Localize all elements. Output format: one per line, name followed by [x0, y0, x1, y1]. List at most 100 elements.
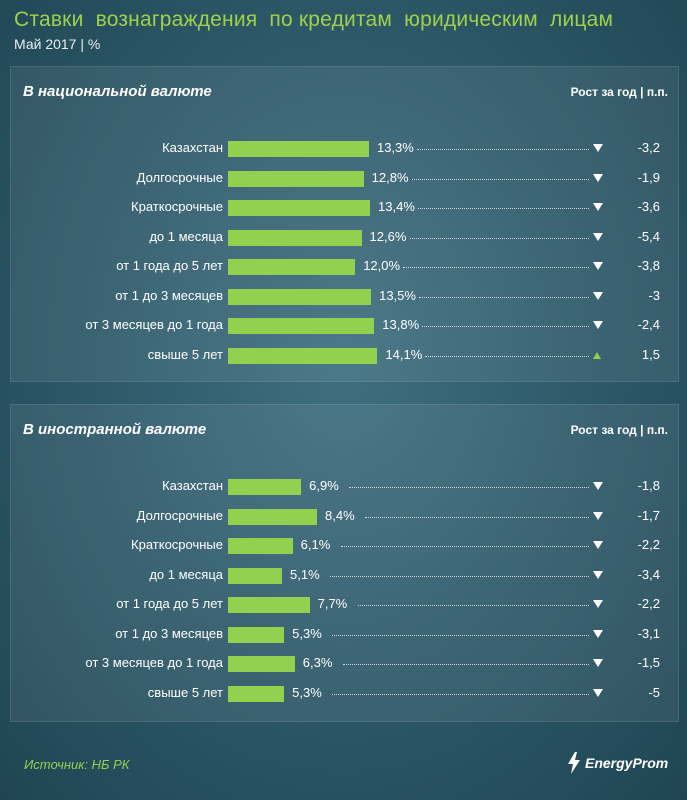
bar-row: от 1 года до 5 лет 7,7% -2,2	[11, 590, 678, 620]
change-label: -1,8	[637, 478, 660, 493]
change-label: -2,2	[637, 596, 660, 611]
category-label: Казахстан	[162, 478, 223, 493]
bar-row: от 3 месяцев до 1 года 6,3% -1,5	[11, 649, 678, 679]
category-label: до 1 месяца	[149, 228, 223, 244]
bar	[228, 229, 362, 246]
change-label: -3,2	[637, 140, 660, 155]
bar-row: Долгосрочные 12,8% -1,9	[11, 164, 678, 194]
triangle-down-icon	[593, 511, 603, 520]
panel-column-header: Рост за год | п.п.	[570, 85, 668, 99]
source-note: Источник: НБ РК	[24, 757, 130, 772]
value-label: 6,1%	[300, 537, 331, 552]
leader-line	[332, 634, 589, 636]
energyprom-logo-icon	[568, 752, 580, 774]
bar	[228, 347, 378, 364]
bar	[228, 567, 283, 584]
triangle-down-icon	[593, 203, 603, 211]
leader-line	[349, 487, 589, 488]
bar	[228, 538, 293, 554]
triangle-down-icon	[593, 482, 603, 490]
panel-heading: В иностранной валюте	[23, 421, 207, 438]
bar-row: от 1 года до 5 лет 12,0% -3,8	[11, 252, 678, 282]
triangle-down-icon	[593, 321, 603, 329]
leader-line	[425, 355, 589, 357]
bar	[228, 288, 372, 305]
leader-line	[340, 546, 589, 547]
bar	[228, 656, 295, 672]
value-label: 6,3%	[302, 655, 333, 670]
leader-line	[342, 664, 589, 665]
bar	[228, 626, 285, 643]
triangle-down-icon	[593, 144, 603, 152]
triangle-down-icon	[593, 629, 603, 638]
category-label: свыше 5 лет	[147, 684, 223, 700]
bar-row: Краткосрочные 6,1% -2,2	[11, 531, 678, 561]
change-label: -3,1	[637, 625, 660, 641]
triangle-up-icon	[593, 351, 601, 359]
bar-row: от 1 до 3 месяцев 13,5% -3	[11, 282, 678, 312]
leader-line	[409, 237, 589, 239]
change-label: -1,9	[637, 169, 660, 185]
logo-text: EnergyProm	[585, 755, 669, 771]
change-label: -2,2	[637, 537, 660, 552]
value-label: 13,8%	[382, 317, 420, 332]
bar-row: от 3 месяцев до 1 года 13,8% -2,4	[11, 311, 678, 341]
value-label: 13,5%	[379, 287, 416, 303]
leader-line	[330, 575, 589, 577]
change-label: -1,5	[637, 655, 660, 670]
category-label: от 1 года до 5 лет	[116, 258, 223, 273]
bar-row: Казахстан 6,9% -1,8	[11, 472, 678, 502]
category-label: свыше 5 лет	[147, 346, 223, 362]
value-label: 14,1%	[385, 346, 423, 362]
change-label: -3,8	[637, 258, 660, 273]
category-label: от 3 месяцев до 1 года	[85, 655, 223, 670]
category-label: от 1 до 3 месяцев	[115, 287, 223, 303]
bar-row: свыше 5 лет 5,3% -5	[11, 679, 678, 709]
triangle-down-icon	[593, 688, 603, 697]
category-label: Долгосрочные	[136, 507, 223, 523]
value-label: 5,1%	[290, 566, 320, 582]
change-label: -3,6	[637, 199, 660, 214]
leader-line	[419, 296, 589, 298]
value-label: 8,4%	[325, 507, 355, 523]
bar-row: от 1 до 3 месяцев 5,3% -3,1	[11, 620, 678, 650]
leader-line	[416, 149, 589, 150]
triangle-down-icon	[593, 291, 603, 300]
change-label: -3,4	[637, 566, 660, 582]
triangle-down-icon	[593, 570, 603, 579]
change-label: -3	[648, 287, 660, 303]
triangle-down-icon	[593, 232, 603, 241]
value-label: 12,6%	[369, 228, 407, 244]
category-label: от 1 до 3 месяцев	[115, 625, 223, 641]
leader-line	[411, 178, 589, 180]
category-label: до 1 месяца	[149, 566, 223, 582]
bar	[228, 318, 375, 334]
leader-line	[403, 267, 589, 268]
change-label: 1,5	[641, 346, 660, 362]
energyprom-logo: EnergyProm	[566, 752, 668, 774]
bar-row: свыше 5 лет 14,1% 1,5	[11, 341, 678, 371]
bar-row: Долгосрочные 8,4% -1,7	[11, 502, 678, 532]
leader-line	[332, 693, 589, 695]
value-label: 6,9%	[309, 478, 339, 493]
chart-title: Ставки вознаграждения по кредитам юридич…	[14, 8, 614, 31]
triangle-down-icon	[593, 262, 603, 270]
category-label: Краткосрочные	[131, 537, 223, 552]
bar	[228, 200, 371, 216]
panel-heading: В национальной валюте	[23, 83, 212, 100]
bar-row: Казахстан 13,3% -3,2	[11, 134, 678, 164]
leader-line	[418, 208, 589, 209]
category-label: Долгосрочные	[136, 169, 223, 185]
bar-row: Краткосрочные 13,4% -3,6	[11, 193, 678, 223]
value-label: 5,3%	[292, 684, 322, 700]
leader-line	[422, 326, 589, 327]
bar	[228, 170, 364, 187]
category-label: от 3 месяцев до 1 года	[85, 317, 223, 332]
bar	[228, 508, 318, 525]
change-label: -5	[648, 684, 660, 700]
panel-foreign-currency: В иностранной валюте Рост за год | п.п. …	[10, 404, 679, 722]
category-label: Краткосрочные	[131, 199, 223, 214]
category-label: от 1 года до 5 лет	[116, 596, 223, 611]
leader-line	[357, 605, 589, 606]
value-label: 12,8%	[371, 169, 409, 185]
